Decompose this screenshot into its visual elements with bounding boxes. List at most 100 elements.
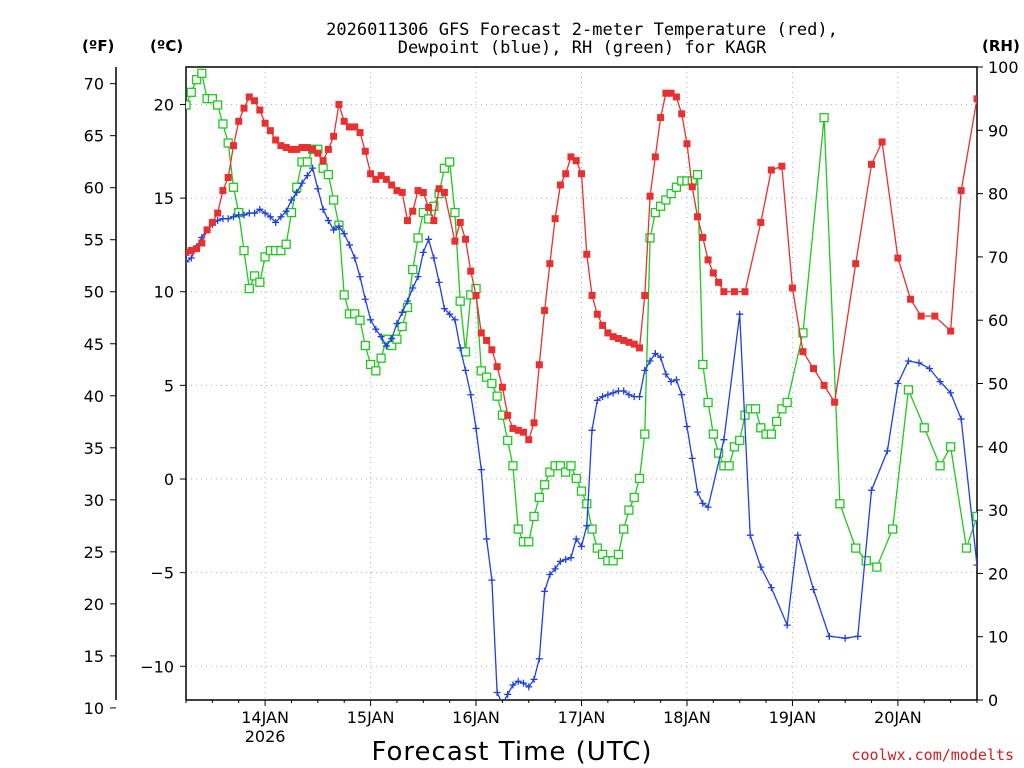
- temperature-point: [578, 170, 585, 178]
- rh-point: [487, 378, 497, 389]
- dewpoint-point: [425, 235, 433, 243]
- rh-point: [592, 543, 602, 553]
- temperature-point: [193, 245, 201, 253]
- dewpoint-point: [451, 316, 459, 324]
- temperature-point: [425, 203, 433, 211]
- temperature-point: [620, 336, 628, 344]
- rh-point: [629, 492, 639, 503]
- temperature-point: [393, 187, 401, 195]
- x-tick-year-label: 2026: [245, 727, 286, 746]
- dewpoint-point: [351, 254, 359, 262]
- temperature-point: [694, 213, 702, 221]
- rh-point: [218, 119, 228, 129]
- fahrenheit-tick-label: 35: [84, 439, 104, 458]
- dewpoint-point: [541, 587, 549, 595]
- chart-title-line-1: 2026011306 GFS Forecast 2-meter Temperat…: [326, 20, 838, 40]
- rh-tick-label: 30: [988, 501, 1008, 520]
- rh-point: [576, 486, 587, 496]
- rh-point: [640, 429, 650, 439]
- temperature-point: [309, 145, 317, 153]
- dewpoint-point: [767, 584, 775, 592]
- temperature-point: [907, 295, 915, 303]
- rh-point: [619, 524, 629, 534]
- rh-point: [671, 182, 682, 192]
- temperature-point: [741, 288, 749, 296]
- celsius-tick-label: 5: [164, 376, 174, 395]
- celsius-tick-label: −5: [150, 564, 174, 583]
- temperature-point: [245, 93, 253, 101]
- rh-point: [508, 461, 518, 471]
- dewpoint-point: [186, 258, 190, 266]
- temperature-point: [256, 106, 264, 114]
- temperature-point: [251, 97, 259, 105]
- rh-point: [887, 524, 898, 534]
- dewpoint-point: [688, 454, 696, 462]
- dewpoint-point: [419, 248, 427, 256]
- dewpoint-point: [277, 213, 285, 221]
- rh-point: [735, 435, 745, 446]
- temperature-point: [388, 181, 396, 189]
- dewpoint-point: [356, 273, 364, 281]
- rh-point: [698, 359, 708, 370]
- temperature-point: [551, 215, 559, 223]
- dewpoint-point: [783, 621, 791, 629]
- rh-point: [903, 385, 914, 395]
- dewpoint-point: [593, 396, 601, 404]
- rh-point: [376, 353, 386, 363]
- dewpoint-point: [340, 230, 348, 238]
- rh-tick-label: 80: [988, 185, 1008, 204]
- temperature-point: [203, 226, 211, 234]
- dewpoint-point: [625, 391, 633, 399]
- temperature-point: [588, 291, 596, 299]
- dewpoint-point: [456, 344, 464, 352]
- dewpoint-point: [187, 254, 195, 262]
- credit-text: coolwx.com/modelts: [851, 746, 1014, 764]
- temperature-point: [277, 142, 285, 150]
- temperature-point: [229, 142, 237, 150]
- rh-point: [191, 75, 202, 85]
- rh-tick-label: 90: [988, 121, 1008, 140]
- rh-point: [276, 245, 286, 256]
- dewpoint-point: [657, 353, 665, 361]
- rh-tick-label: 40: [988, 438, 1008, 457]
- temperature-point: [293, 145, 301, 153]
- rh-point: [798, 328, 808, 338]
- temperature-point: [947, 327, 955, 335]
- dewpoint-point: [704, 503, 712, 511]
- temperature-point: [488, 346, 496, 354]
- rh-point: [645, 233, 655, 243]
- dewpoint-point: [957, 415, 965, 423]
- temperature-point: [699, 233, 707, 241]
- dewpoint-point: [393, 320, 401, 328]
- rh-point: [692, 169, 703, 180]
- rh-point: [460, 347, 471, 357]
- rh-point: [492, 391, 502, 401]
- rh-point: [561, 467, 571, 477]
- x-axis-title: Forecast Time (UTC): [371, 737, 652, 767]
- rh-point: [529, 511, 539, 522]
- dewpoint-point: [335, 222, 343, 230]
- celsius-tick-label: −10: [140, 657, 174, 676]
- fahrenheit-tick-label: 70: [84, 75, 104, 94]
- dewpoint-point: [446, 310, 454, 318]
- temperature-point: [541, 306, 549, 314]
- rh-point: [661, 195, 671, 205]
- temperature-point: [556, 181, 564, 189]
- dewpoint-point: [678, 391, 686, 399]
- rh-point: [729, 442, 740, 452]
- data-series: [186, 68, 977, 700]
- temperature-point: [831, 398, 839, 406]
- rh-point: [972, 511, 977, 522]
- temperature-point: [562, 170, 570, 178]
- temperature-point: [917, 312, 925, 320]
- rh-point: [766, 429, 776, 439]
- temperature-point: [282, 144, 290, 152]
- dewpoint-point: [525, 683, 533, 691]
- temperature-point: [430, 217, 438, 225]
- dewpoint-point: [672, 376, 680, 384]
- temperature-point: [894, 254, 902, 262]
- rh-point: [555, 461, 566, 471]
- x-tick-label: 14JAN: [241, 708, 289, 727]
